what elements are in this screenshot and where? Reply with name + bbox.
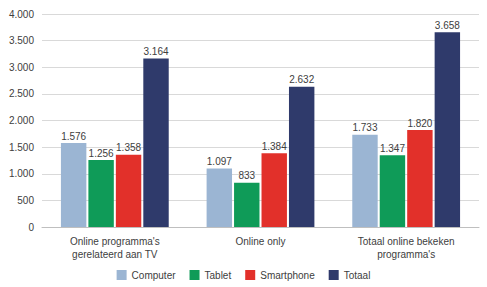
svg-text:2.632: 2.632 [289,74,314,85]
svg-text:1.500: 1.500 [9,142,34,153]
svg-text:Smartphone: Smartphone [260,270,315,281]
svg-text:gerelateerd aan TV: gerelateerd aan TV [72,249,158,260]
svg-text:2.000: 2.000 [9,115,34,126]
svg-text:3.658: 3.658 [435,20,460,31]
svg-text:1.347: 1.347 [380,143,405,154]
svg-text:1.358: 1.358 [116,142,141,153]
svg-text:Online only: Online only [235,236,285,247]
svg-text:3.164: 3.164 [144,46,169,57]
svg-text:3.000: 3.000 [9,62,34,73]
svg-text:2.500: 2.500 [9,88,34,99]
svg-text:1.384: 1.384 [262,141,287,152]
svg-text:Online programma's: Online programma's [70,236,160,247]
svg-text:Totaal: Totaal [344,270,371,281]
svg-text:500: 500 [17,195,34,206]
svg-text:4.000: 4.000 [9,9,34,20]
svg-text:0: 0 [28,222,34,233]
svg-text:1.820: 1.820 [407,118,432,129]
svg-text:1.733: 1.733 [352,122,377,133]
svg-text:1.256: 1.256 [89,148,114,159]
svg-text:1.097: 1.097 [207,156,232,167]
svg-text:1.000: 1.000 [9,168,34,179]
svg-text:833: 833 [238,170,255,181]
svg-text:3.500: 3.500 [9,35,34,46]
svg-text:Tablet: Tablet [205,270,232,281]
svg-text:Computer: Computer [132,270,177,281]
svg-text:Totaal online bekeken: Totaal online bekeken [358,236,455,247]
svg-text:1.576: 1.576 [61,131,86,142]
svg-text:programma's: programma's [377,249,435,260]
